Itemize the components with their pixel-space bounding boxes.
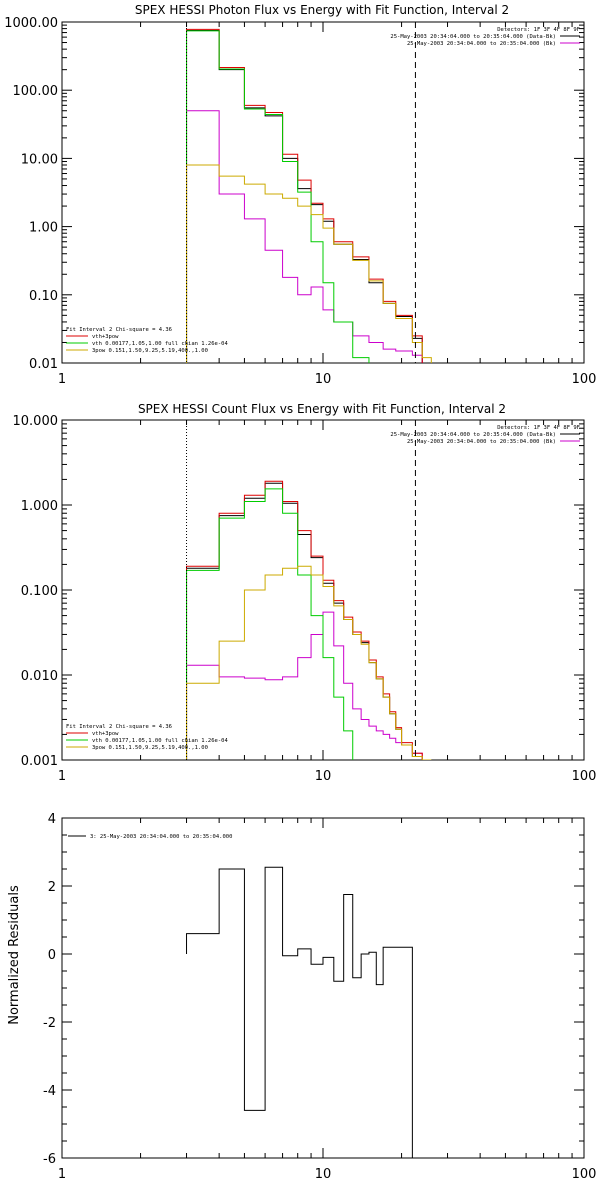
series-3pow	[186, 565, 432, 760]
x-tick-label: 10	[315, 372, 332, 387]
y-tick-label: 0.01	[29, 357, 58, 372]
plot-frame	[61, 419, 585, 761]
y-tick-label: 100.00	[13, 84, 59, 99]
y-tick-label: 1000.00	[4, 16, 58, 31]
x-axis-ticks: 1 10 100	[58, 818, 597, 1182]
y-tick-label: 4	[48, 812, 56, 827]
legend-entry-label: vth+3pow	[92, 334, 119, 340]
series-vth-3pow	[186, 28, 423, 363]
legend-entry-label: 25-May-2003 20:34:04.000 to 20:35:04.000…	[390, 432, 556, 438]
x-tick-label: 100	[572, 372, 597, 387]
series-bk	[186, 110, 423, 363]
x-tick-label: 10	[315, 769, 332, 784]
series-vth-3pow	[186, 480, 423, 760]
y-tick-label: 10.00	[21, 152, 58, 167]
y-tick-label: 0.001	[21, 754, 58, 769]
count-flux-title: SPEX HESSI Count Flux vs Energy with Fit…	[138, 402, 506, 416]
photon-flux-title: SPEX HESSI Photon Flux vs Energy with Fi…	[135, 3, 509, 17]
x-tick-label: 1	[58, 1167, 66, 1182]
y-tick-label: 0	[48, 948, 56, 963]
series-group	[186, 480, 432, 760]
series-residuals	[186, 866, 413, 1158]
series-group	[186, 866, 413, 1158]
y-tick-label: 2	[48, 880, 56, 895]
x-tick-label: 1	[58, 769, 66, 784]
series-3pow	[186, 164, 432, 363]
series-group	[186, 28, 432, 363]
x-tick-label: 100	[572, 1167, 597, 1182]
legend-top-left: 3: 25-May-2003 20:34:04.000 to 20:35:04.…	[68, 834, 232, 840]
y-tick-label: -2	[43, 1016, 56, 1031]
legend-entry-label: 25-May-2003 20:34:04.000 to 20:35:04.000…	[407, 41, 556, 47]
legend-entry-label: vth 0.00177,1.05,1.00 full chian 1.26e-0…	[92, 341, 228, 347]
count-flux-panel: SPEX HESSI Count Flux vs Energy with Fit…	[13, 402, 597, 784]
x-tick-label: 10	[315, 1167, 332, 1182]
legend-entry-label: 25-May-2003 20:34:04.000 to 20:35:04.000…	[407, 439, 556, 445]
series-data-bk	[186, 482, 423, 760]
y-tick-label: 0.010	[21, 669, 58, 684]
legend-header: Detectors: 1F 3F 4F 8F 9F	[497, 27, 580, 33]
residuals-panel: Normalized Residuals 1 10 100 4 2 0 -2 -4 -6 3: 2…	[7, 812, 596, 1182]
legend-bottom-left: Fit Interval 2 Chi-square = 4.36vth+3pow…	[66, 327, 228, 354]
series-data-bk	[186, 30, 423, 363]
legend-header: Fit Interval 2 Chi-square = 4.36	[66, 327, 172, 333]
y-tick-label: 0.100	[21, 584, 58, 599]
series-vth	[186, 30, 370, 363]
legend-bottom-left: Fit Interval 2 Chi-square = 4.36vth+3pow…	[66, 724, 228, 751]
legend-entry-label: vth 0.00177,1.05,1.00 full chian 1.26e-0…	[92, 738, 228, 744]
y-tick-label: 10.000	[13, 414, 59, 429]
series-bk	[186, 611, 423, 760]
plot-frame	[61, 21, 585, 364]
plot-frame	[61, 817, 585, 1159]
y-axis-ticks: 1000.00 100.00 10.00 1.00 0.10 0.01	[4, 16, 584, 372]
x-tick-label: 100	[572, 769, 597, 784]
legend-entry-label: 3pow 0.151,1.50,9.25,5.19,400.,1.00	[92, 348, 208, 354]
legend-entry-label: 25-May-2003 20:34:04.000 to 20:35:04.000…	[390, 34, 556, 40]
residuals-ylabel: Normalized Residuals	[7, 885, 22, 1025]
legend-entry-label: vth+3pow	[92, 731, 119, 737]
y-axis-ticks: 10.000 1.000 0.100 0.010 0.001	[13, 414, 584, 769]
series-vth	[186, 488, 354, 760]
legend-entry-label: 3: 25-May-2003 20:34:04.000 to 20:35:04.…	[90, 834, 232, 840]
y-axis-ticks: 4 2 0 -2 -4 -6	[43, 812, 584, 1167]
photon-flux-panel: SPEX HESSI Photon Flux vs Energy with Fi…	[4, 3, 596, 387]
legend-header: Detectors: 1F 3F 4F 8F 9F	[497, 425, 580, 431]
x-tick-label: 1	[58, 372, 66, 387]
legend-entry-label: 3pow 0.151,1.50,9.25,5.19,400.,1.00	[92, 745, 208, 751]
x-axis-ticks: 1 10 100	[58, 420, 597, 784]
y-tick-label: 1.000	[21, 499, 58, 514]
y-tick-label: -4	[43, 1084, 56, 1099]
y-tick-label: 1.00	[29, 221, 58, 236]
legend-header: Fit Interval 2 Chi-square = 4.36	[66, 724, 172, 730]
y-tick-label: 0.10	[29, 289, 58, 304]
y-tick-label: -6	[43, 1152, 56, 1167]
